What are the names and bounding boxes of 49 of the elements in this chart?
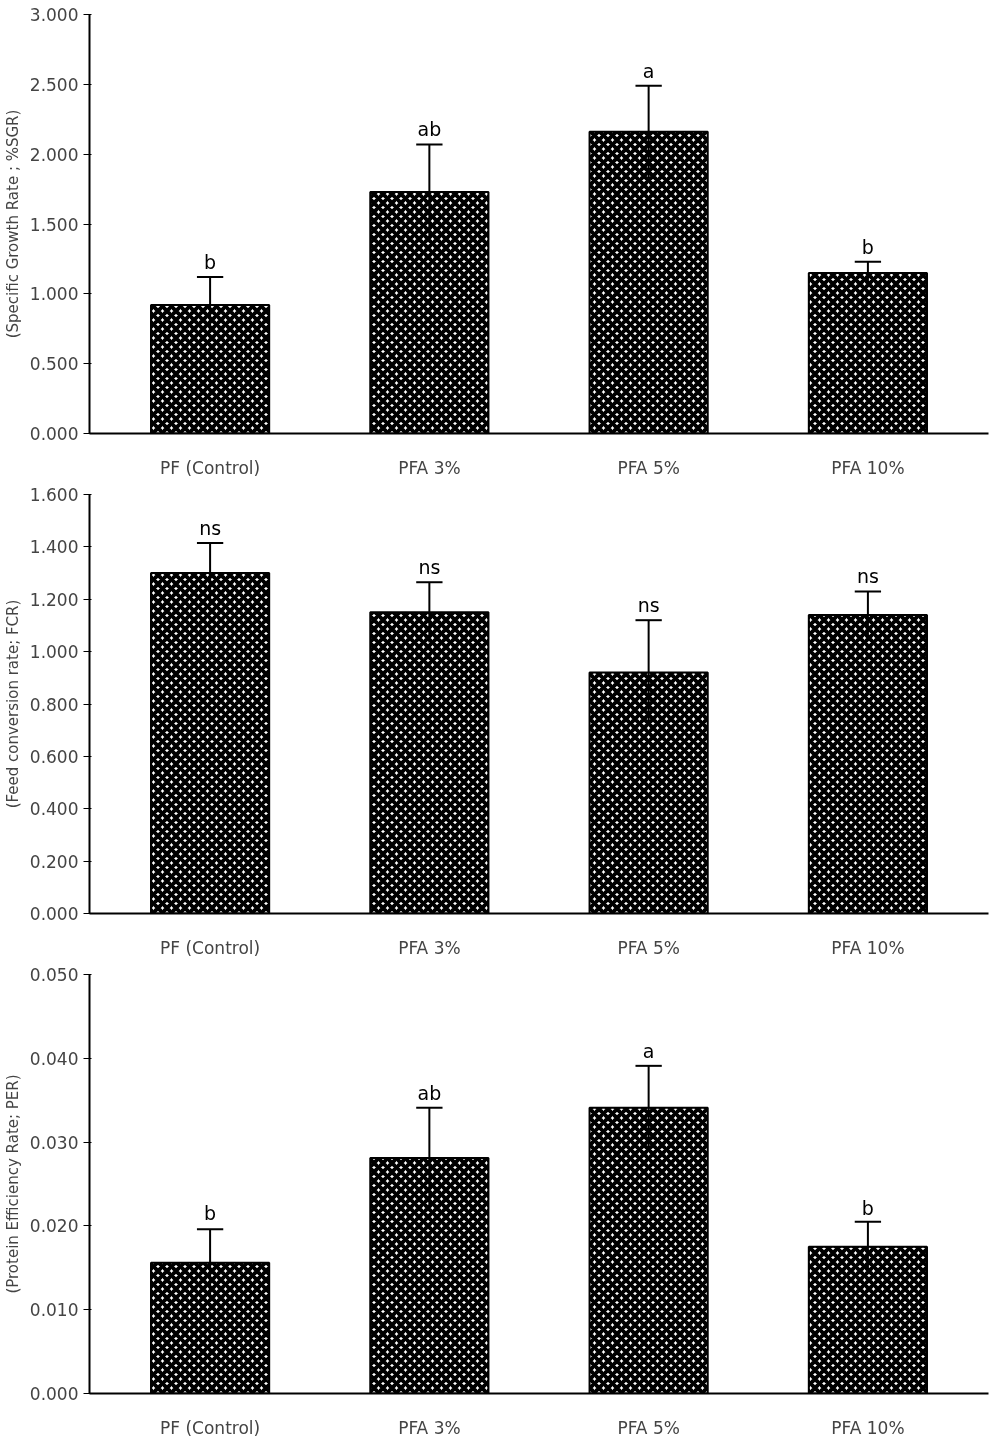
annotation: ns <box>856 565 879 588</box>
y-tick-label: 0.000 <box>29 424 79 444</box>
y-tick-label: 1.500 <box>29 214 79 235</box>
y-tick-label: 1.200 <box>29 589 79 610</box>
y-axis-title: (Specific Growth Rate ; %SGR) <box>3 109 22 339</box>
x-tick-label: PFA 3% <box>398 937 461 958</box>
y-tick-label: 0.800 <box>29 694 79 715</box>
x-tick-label: PFA 10% <box>831 457 905 478</box>
annotation: ns <box>418 556 441 579</box>
y-tick-label: 0.000 <box>29 1384 79 1404</box>
annotation: ab <box>417 1081 442 1104</box>
y-tick-label: 1.400 <box>29 537 79 558</box>
x-tick-label: PFA 10% <box>831 1417 905 1438</box>
y-tick-label: 2.500 <box>29 74 79 95</box>
x-tick-label: PFA 5% <box>617 457 680 478</box>
y-tick-label: 1.000 <box>29 642 79 663</box>
y-tick-label: 0.020 <box>29 1216 79 1237</box>
y-tick-label: 0.010 <box>29 1300 79 1321</box>
annotation: a <box>642 1039 655 1062</box>
y-axis-title: (Feed conversion rate; FCR) <box>3 599 22 809</box>
y-tick-label: 2.000 <box>29 144 79 165</box>
y-axis-title: (Protein Efficiency Rate; PER) <box>3 1074 22 1294</box>
y-tick-label: 1.600 <box>29 485 79 505</box>
x-tick-label: PFA 3% <box>398 457 461 478</box>
annotation: b <box>861 235 874 258</box>
y-tick-label: 0.030 <box>29 1132 79 1153</box>
annotation: a <box>642 59 655 82</box>
y-tick-label: 0.500 <box>29 354 79 375</box>
x-tick-label: PF (Control) <box>160 457 261 478</box>
x-tick-label: PFA 5% <box>617 937 680 958</box>
y-tick-label: 0.400 <box>29 799 79 820</box>
annotation: b <box>204 1202 217 1225</box>
x-tick-label: PF (Control) <box>160 937 261 958</box>
annotation: ns <box>199 516 222 539</box>
y-tick-label: 3.000 <box>29 5 79 25</box>
x-tick-label: PFA 10% <box>831 937 905 958</box>
annotation: ab <box>417 118 442 141</box>
annotation: b <box>861 1196 874 1219</box>
y-tick-label: 0.600 <box>29 746 79 767</box>
y-tick-label: 0.050 <box>29 965 79 985</box>
y-tick-label: 0.200 <box>29 851 79 872</box>
y-tick-label: 0.040 <box>29 1048 79 1069</box>
y-tick-label: 1.000 <box>29 284 79 305</box>
x-tick-label: PF (Control) <box>160 1417 261 1438</box>
x-tick-label: PFA 5% <box>617 1417 680 1438</box>
annotation: ns <box>637 594 660 617</box>
x-tick-label: PFA 3% <box>398 1417 461 1438</box>
annotation: b <box>204 251 217 274</box>
y-tick-label: 0.000 <box>29 904 79 924</box>
